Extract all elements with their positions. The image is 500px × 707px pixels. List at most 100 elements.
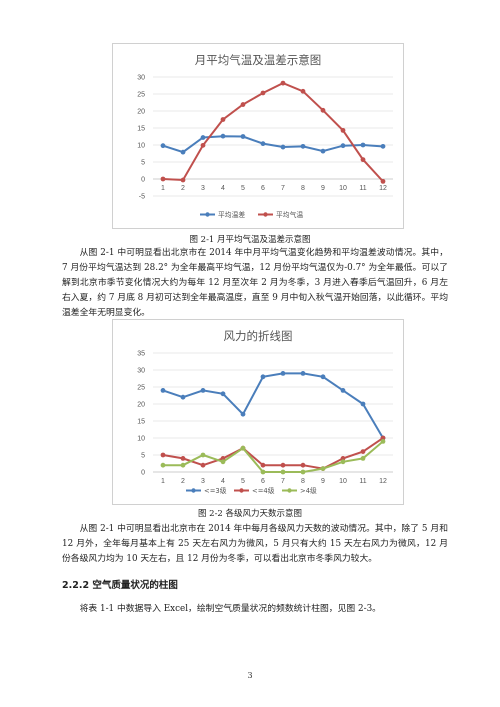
data-point — [260, 374, 266, 380]
y-tick-label: 0 — [141, 470, 145, 477]
page-number: 3 — [247, 671, 253, 680]
data-point — [200, 142, 206, 148]
paragraph-air-quality-intro: 将表 1-1 中数据导入 Excel，绘制空气质量状况的频数统计柱图，见图 2-… — [79, 604, 381, 614]
data-point — [360, 142, 366, 148]
y-tick-label: 15 — [137, 419, 145, 426]
data-point — [260, 141, 266, 147]
data-point — [300, 462, 306, 468]
y-tick-label: 20 — [137, 109, 145, 116]
x-tick-label: 2 — [181, 185, 185, 192]
data-point — [180, 177, 186, 183]
data-point — [260, 469, 266, 475]
x-tick-label: 6 — [261, 478, 265, 485]
data-point — [340, 456, 346, 461]
chart-title: 风力的折线图 — [224, 329, 293, 343]
data-point — [180, 456, 186, 461]
data-point — [280, 371, 286, 376]
data-point — [180, 394, 186, 400]
data-point — [220, 456, 226, 461]
data-point — [360, 449, 366, 454]
data-point — [300, 469, 306, 475]
y-tick-label: 35 — [137, 351, 145, 358]
wind-chart: 风力的折线图 0 5 10 15 20 25 30 35 1 2 3 4 5 6 7 8 9 10 11 12 <=3级 <… — [112, 319, 404, 505]
y-tick-label: 10 — [137, 436, 145, 443]
data-point — [200, 388, 206, 393]
data-point — [280, 80, 286, 86]
x-tick-label: 9 — [321, 185, 325, 192]
legend-marker — [287, 488, 292, 493]
x-tick-label: 8 — [301, 185, 305, 192]
data-point — [300, 371, 306, 376]
x-tick-label: 8 — [301, 478, 305, 485]
x-tick-label: 3 — [201, 478, 205, 485]
data-point — [160, 176, 166, 182]
data-point — [240, 134, 246, 139]
y-tick-label: 5 — [141, 453, 145, 460]
x-tick-label: 10 — [339, 185, 347, 192]
data-point — [280, 144, 286, 150]
data-point — [240, 445, 246, 451]
data-point — [380, 143, 386, 149]
y-tick-label: 30 — [137, 368, 145, 375]
data-point — [380, 178, 386, 184]
y-tick-label: 0 — [141, 177, 145, 184]
x-tick-label: 4 — [221, 185, 225, 192]
series-line — [162, 135, 384, 154]
x-tick-label: 4 — [221, 478, 225, 485]
x-tick-label: 10 — [339, 478, 347, 485]
x-tick-label: 3 — [201, 185, 205, 192]
legend-marker — [239, 488, 244, 493]
data-point — [160, 452, 166, 458]
legend-marker — [191, 488, 196, 493]
data-point — [220, 117, 226, 122]
data-point — [340, 127, 346, 133]
x-tick-label: 11 — [359, 185, 366, 192]
y-tick-label: -5 — [139, 194, 145, 201]
x-tick-label: 1 — [161, 185, 165, 192]
data-point — [220, 391, 226, 397]
x-tick-label: 9 — [321, 478, 325, 485]
data-point — [220, 133, 226, 139]
data-point — [360, 401, 366, 407]
data-point — [160, 462, 166, 468]
temperature-chart: 月平均气温及温差示意图 -5 0 5 10 15 20 25 30 1 2 3 4 5 6 7 8 9 10 11 12… — [112, 43, 404, 229]
x-tick-label: 5 — [241, 185, 245, 192]
x-tick-label: 7 — [281, 185, 285, 192]
data-point — [160, 143, 166, 149]
data-point — [380, 439, 386, 444]
y-tick-label: 30 — [137, 75, 145, 82]
y-tick-label: 20 — [137, 402, 145, 409]
data-point — [320, 374, 326, 380]
legend-marker — [205, 212, 210, 217]
y-tick-label: 10 — [137, 143, 145, 150]
data-point — [200, 452, 206, 458]
data-point — [260, 90, 266, 96]
data-point — [160, 388, 166, 393]
data-point — [200, 462, 206, 468]
data-point — [240, 102, 246, 107]
data-point — [340, 143, 346, 149]
x-tick-label: 2 — [181, 478, 185, 485]
legend-marker — [263, 212, 268, 217]
x-tick-label: 11 — [359, 478, 366, 485]
data-point — [180, 149, 186, 155]
legend-label: >4级 — [300, 486, 317, 495]
figure2-caption: 图 2-2 各级风力天数示意图 — [197, 509, 303, 519]
data-point — [360, 456, 366, 461]
data-point — [360, 157, 366, 163]
series-line — [162, 372, 384, 439]
series-line — [162, 437, 384, 470]
legend-label: 平均温差 — [218, 210, 245, 219]
data-point — [280, 469, 286, 475]
y-tick-label: 15 — [137, 126, 145, 133]
figure1-caption: 图 2-1 月平均气温及温差示意图 — [189, 235, 311, 245]
legend-label: <=4级 — [252, 486, 275, 495]
x-tick-label: 7 — [281, 478, 285, 485]
series-line — [162, 82, 384, 183]
y-tick-label: 5 — [141, 160, 145, 167]
data-point — [180, 462, 186, 468]
chart-title: 月平均气温及温差示意图 — [195, 53, 322, 67]
x-tick-label: 5 — [241, 478, 245, 485]
